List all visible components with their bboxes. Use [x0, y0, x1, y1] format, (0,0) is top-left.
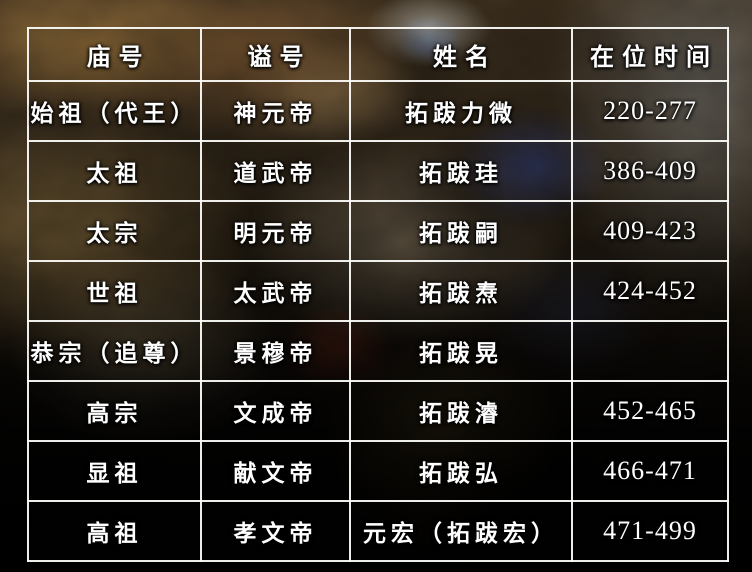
emperor-table: 庙号 谥号 姓名 在位时间 始祖（代王） 神元帝 拓跋力微 220-277 太祖… — [27, 27, 729, 562]
cell-reign: 471-499 — [571, 500, 729, 562]
cell-temple: 世祖 — [27, 260, 202, 322]
cell-name: 拓跋濬 — [349, 380, 573, 442]
header-temple-name: 庙号 — [27, 27, 202, 82]
table-row: 恭宗（追尊） 景穆帝 拓跋晃 — [27, 320, 729, 382]
table-row: 始祖（代王） 神元帝 拓跋力微 220-277 — [27, 80, 729, 142]
header-posthumous-name: 谥号 — [200, 27, 351, 82]
cell-name: 拓跋珪 — [349, 140, 573, 202]
cell-temple: 恭宗（追尊） — [27, 320, 202, 382]
cell-temple: 太宗 — [27, 200, 202, 262]
cell-name: 拓跋焘 — [349, 260, 573, 322]
cell-name: 拓跋嗣 — [349, 200, 573, 262]
table-row: 高宗 文成帝 拓跋濬 452-465 — [27, 380, 729, 442]
cell-reign: 424-452 — [571, 260, 729, 322]
cell-posthumous: 神元帝 — [200, 80, 351, 142]
cell-posthumous: 道武帝 — [200, 140, 351, 202]
cell-reign: 466-471 — [571, 440, 729, 502]
cell-name: 拓跋弘 — [349, 440, 573, 502]
cell-name: 拓跋晃 — [349, 320, 573, 382]
cell-temple: 始祖（代王） — [27, 80, 202, 142]
cell-name: 元宏（拓跋宏） — [349, 500, 573, 562]
cell-name: 拓跋力微 — [349, 80, 573, 142]
table-row: 太宗 明元帝 拓跋嗣 409-423 — [27, 200, 729, 262]
header-reign-period: 在位时间 — [571, 27, 729, 82]
cell-posthumous: 献文帝 — [200, 440, 351, 502]
cell-posthumous: 文成帝 — [200, 380, 351, 442]
cell-posthumous: 太武帝 — [200, 260, 351, 322]
cell-reign: 452-465 — [571, 380, 729, 442]
header-personal-name: 姓名 — [349, 27, 573, 82]
cell-posthumous: 孝文帝 — [200, 500, 351, 562]
cell-posthumous: 明元帝 — [200, 200, 351, 262]
cell-reign: 386-409 — [571, 140, 729, 202]
cell-reign: 409-423 — [571, 200, 729, 262]
cell-temple: 高祖 — [27, 500, 202, 562]
table-row: 太祖 道武帝 拓跋珪 386-409 — [27, 140, 729, 202]
cell-temple: 高宗 — [27, 380, 202, 442]
table-header-row: 庙号 谥号 姓名 在位时间 — [27, 27, 729, 82]
table-row: 世祖 太武帝 拓跋焘 424-452 — [27, 260, 729, 322]
table-row: 高祖 孝文帝 元宏（拓跋宏） 471-499 — [27, 500, 729, 562]
cell-reign — [571, 320, 729, 382]
cell-temple: 显祖 — [27, 440, 202, 502]
cell-reign: 220-277 — [571, 80, 729, 142]
cell-temple: 太祖 — [27, 140, 202, 202]
table-row: 显祖 献文帝 拓跋弘 466-471 — [27, 440, 729, 502]
cell-posthumous: 景穆帝 — [200, 320, 351, 382]
